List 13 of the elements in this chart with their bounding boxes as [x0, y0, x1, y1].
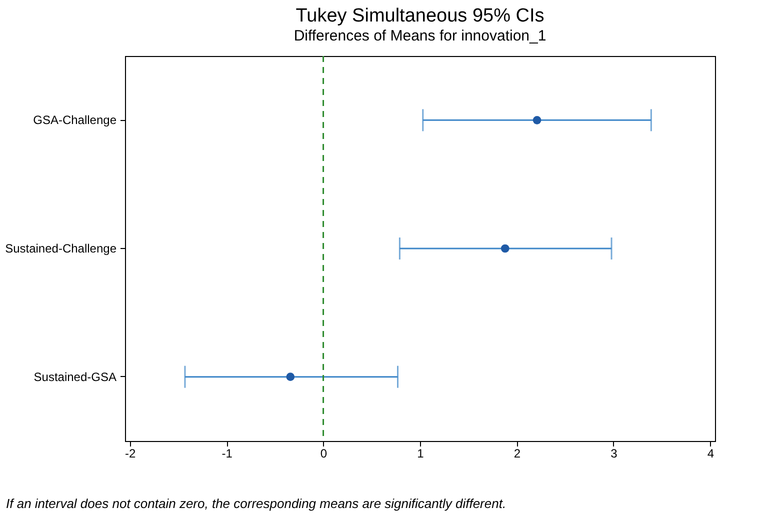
y-tick-label: GSA-Challenge: [33, 113, 117, 128]
x-tick-label: 0: [320, 446, 328, 460]
chart-title: Tukey Simultaneous 95% CIs: [296, 5, 544, 26]
y-tick-label: Sustained-Challenge: [5, 242, 117, 256]
chart-subtitle: Differences of Means for innovation_1: [294, 27, 546, 44]
x-tick-label: -1: [222, 446, 233, 460]
text: If an interval does not contain zero, the corresponding means are significantly different.: [6, 496, 506, 511]
x-tick-label: 1: [417, 446, 424, 460]
y-tick-label: Sustained-GSA: [34, 370, 116, 384]
x-tick-label: 3: [610, 446, 618, 460]
x-tick-label: 4: [707, 446, 714, 460]
x-tick-label: -2: [125, 446, 136, 460]
x-tick-label: 2: [514, 446, 521, 460]
